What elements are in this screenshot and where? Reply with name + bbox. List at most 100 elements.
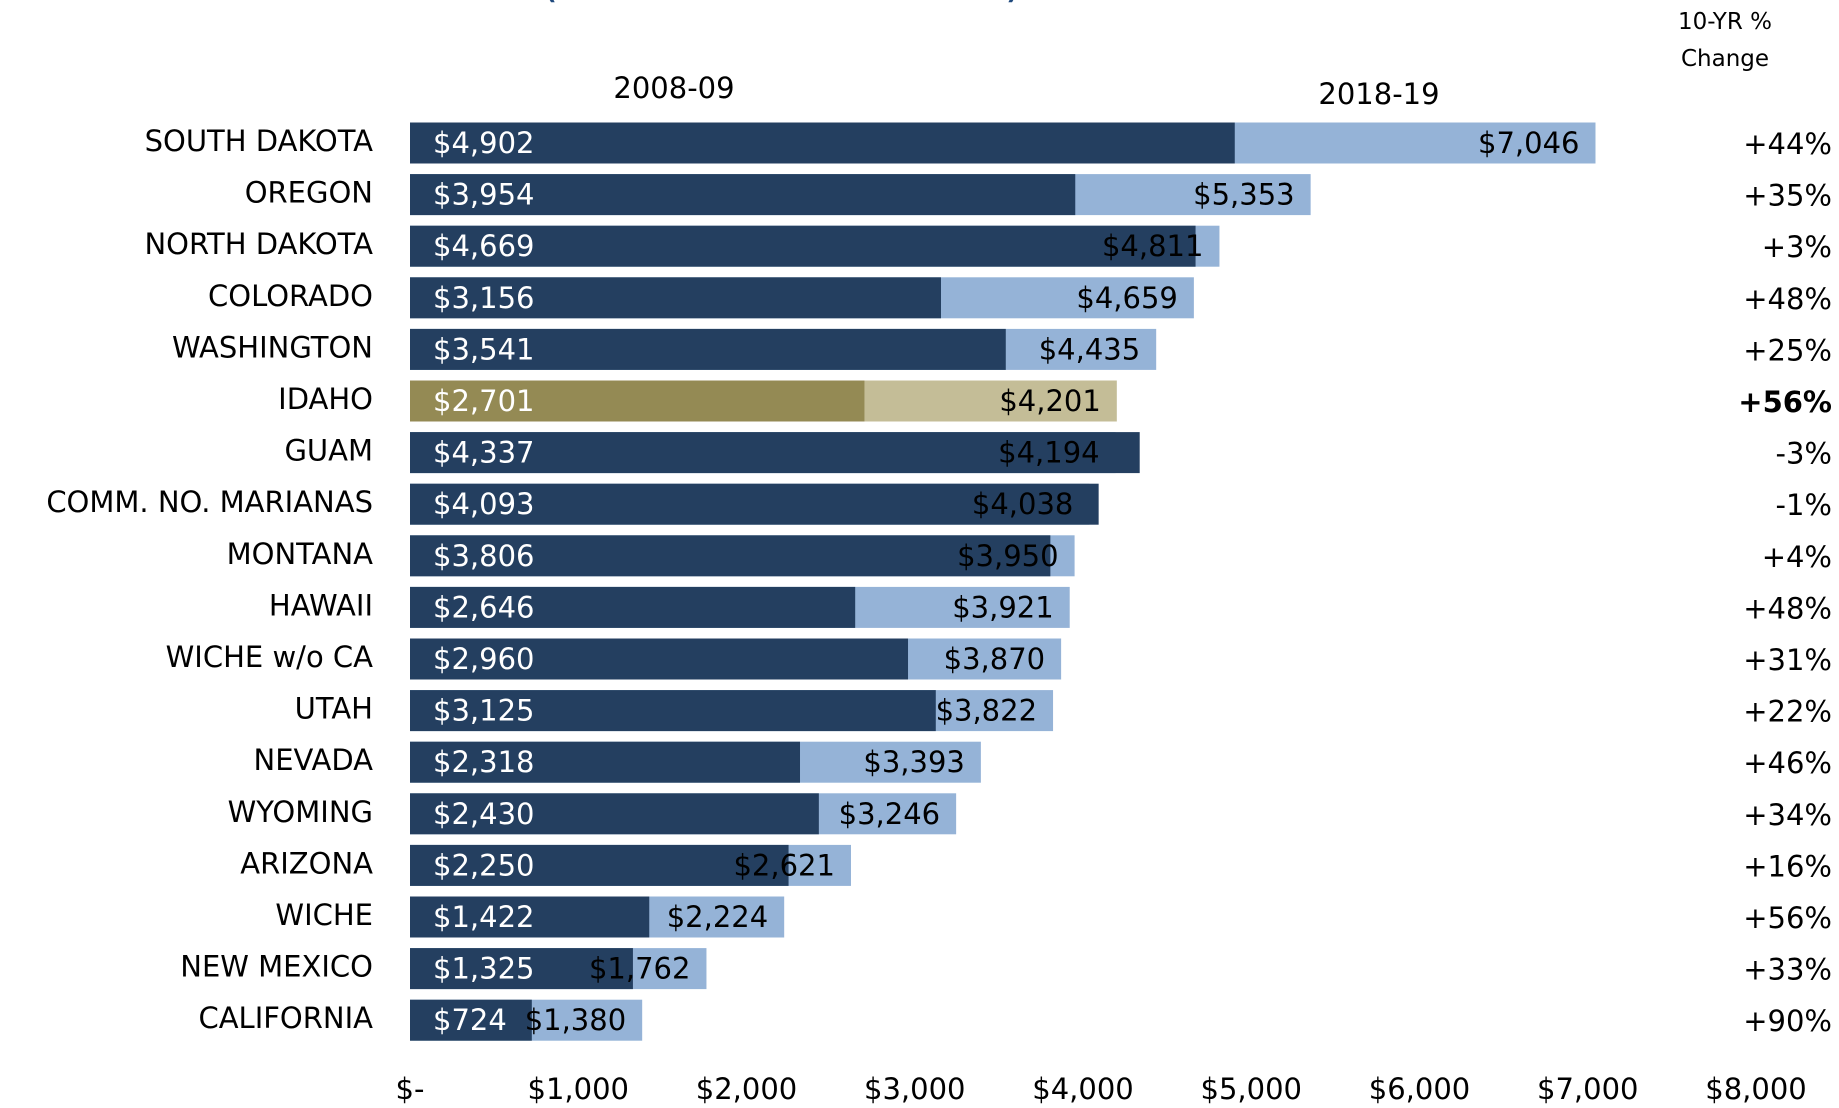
- x-tick-label: $5,000: [1201, 1072, 1302, 1106]
- pct-change-label: +33%: [1743, 953, 1832, 987]
- bar: [410, 844, 789, 886]
- value-label: $2,621: [733, 848, 834, 882]
- value-label: $4,201: [999, 384, 1100, 418]
- value-label: $1,762: [589, 952, 690, 986]
- value-label: $2,318: [433, 745, 534, 779]
- chart-title: Two-Year Institutions (2008-09 – 2018-19…: [47, 0, 1023, 8]
- value-label: $7,046: [1478, 126, 1579, 160]
- value-label: $4,337: [433, 436, 534, 470]
- pct-change-label: +48%: [1743, 282, 1832, 316]
- category-label: HAWAII: [269, 588, 373, 622]
- x-tick-label: $4,000: [1032, 1072, 1133, 1106]
- bar: [410, 948, 633, 990]
- category-label: GUAM: [284, 434, 373, 468]
- bar: [410, 380, 865, 422]
- pct-change-label: +4%: [1762, 540, 1832, 574]
- bar: [410, 793, 819, 835]
- value-label: $4,038: [972, 487, 1073, 521]
- value-label: $4,811: [1102, 229, 1203, 263]
- pct-change-label: +56%: [1738, 385, 1832, 419]
- category-label: NEVADA: [254, 743, 374, 777]
- value-label: $3,822: [936, 694, 1037, 728]
- series-label: 2008-09: [613, 71, 734, 105]
- pct-change-label: +16%: [1743, 849, 1832, 883]
- value-label: $4,669: [433, 229, 534, 263]
- value-label: $4,093: [433, 487, 534, 521]
- value-label: $3,125: [433, 694, 534, 728]
- category-label: ARIZONA: [240, 846, 373, 880]
- value-label: $1,380: [525, 1003, 626, 1037]
- bar: [410, 328, 1006, 370]
- category-label: WYOMING: [228, 795, 373, 829]
- x-tick-label: $-: [396, 1072, 425, 1106]
- category-label: WASHINGTON: [172, 330, 373, 364]
- pct-change-label: +56%: [1743, 901, 1832, 935]
- pct-header-box: 10-YR % Change: [1677, 9, 1773, 72]
- x-tick-label: $8,000: [1705, 1072, 1806, 1106]
- x-tick-label: $3,000: [864, 1072, 965, 1106]
- value-label: $3,954: [433, 178, 534, 212]
- pct-change-label: -1%: [1776, 488, 1832, 522]
- pct-change-label: +90%: [1743, 1004, 1832, 1038]
- bar: [410, 690, 936, 732]
- category-label: WICHE: [275, 898, 373, 932]
- value-label: $1,422: [433, 900, 534, 934]
- bar: [410, 432, 1140, 474]
- value-label: $2,701: [433, 384, 534, 418]
- category-label: COLORADO: [208, 279, 373, 313]
- pct-change-label: +35%: [1743, 179, 1832, 213]
- value-label: $2,646: [433, 590, 534, 624]
- value-label: $3,921: [952, 590, 1053, 624]
- bar: [410, 483, 1099, 525]
- pct-change-label: +34%: [1743, 798, 1832, 832]
- pct-change-label: +44%: [1743, 127, 1832, 161]
- bar: [410, 638, 909, 680]
- pct-change-label: +31%: [1743, 643, 1832, 677]
- value-label: $3,806: [433, 539, 534, 573]
- value-label: $4,902: [433, 126, 534, 160]
- pct-change-label: +22%: [1743, 695, 1832, 729]
- value-label: $3,950: [957, 539, 1058, 573]
- category-label: MONTANA: [227, 537, 374, 571]
- x-tick-label: $7,000: [1537, 1072, 1638, 1106]
- value-label: $2,430: [433, 797, 534, 831]
- category-label: SOUTH DAKOTA: [145, 124, 374, 158]
- value-label: $4,659: [1076, 281, 1177, 315]
- value-label: $2,960: [433, 642, 534, 676]
- category-label: CALIFORNIA: [198, 1001, 373, 1035]
- value-label: $3,870: [944, 642, 1045, 676]
- bar: [410, 999, 532, 1041]
- pct-change-label: +3%: [1762, 230, 1832, 264]
- value-label: $3,246: [839, 797, 940, 831]
- pct-change-label: -3%: [1776, 437, 1832, 471]
- category-label: UTAH: [295, 692, 373, 726]
- category-label: OREGON: [245, 176, 373, 210]
- value-label: $2,250: [433, 848, 534, 882]
- pct-header: 10-YR % Change: [1677, 9, 1773, 72]
- x-tick-label: $6,000: [1369, 1072, 1470, 1106]
- value-label: $4,435: [1039, 332, 1140, 366]
- bar: [410, 535, 1051, 577]
- category-label: WICHE w/o CA: [166, 640, 374, 674]
- value-label: $724: [433, 1003, 507, 1037]
- pct-change-label: +46%: [1743, 746, 1832, 780]
- value-label: $3,156: [433, 281, 534, 315]
- bar: [410, 741, 801, 783]
- x-tick-label: $2,000: [696, 1072, 797, 1106]
- bar: [410, 277, 941, 319]
- value-label: $3,393: [863, 745, 964, 779]
- bar: [410, 225, 1196, 267]
- value-label: $1,325: [433, 952, 534, 986]
- value-label: $2,224: [667, 900, 768, 934]
- bar: [410, 174, 1076, 216]
- value-label: $5,353: [1193, 178, 1294, 212]
- category-label: NORTH DAKOTA: [144, 227, 373, 261]
- category-label: NEW MEXICO: [180, 950, 373, 984]
- bar: [410, 586, 856, 628]
- category-label: IDAHO: [278, 382, 373, 416]
- x-tick-label: $1,000: [528, 1072, 629, 1106]
- category-label: COMM. NO. MARIANAS: [46, 485, 373, 519]
- pct-change-label: +25%: [1743, 333, 1832, 367]
- value-label: $3,541: [433, 332, 534, 366]
